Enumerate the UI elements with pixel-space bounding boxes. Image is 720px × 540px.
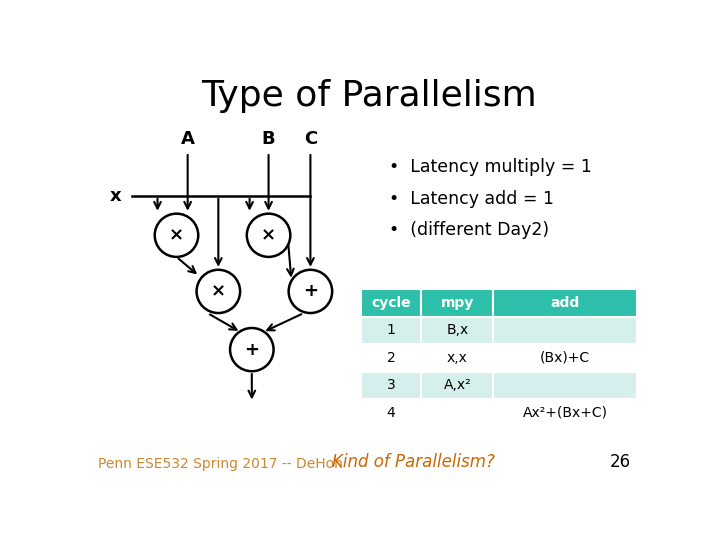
- FancyBboxPatch shape: [421, 344, 493, 372]
- Text: B: B: [262, 130, 275, 148]
- Text: A: A: [181, 130, 194, 148]
- Text: A,x²: A,x²: [444, 379, 471, 393]
- FancyBboxPatch shape: [361, 399, 421, 427]
- Text: •  Latency add = 1: • Latency add = 1: [389, 190, 554, 207]
- Text: ×: ×: [261, 226, 276, 244]
- Text: Penn ESE532 Spring 2017 -- DeHon: Penn ESE532 Spring 2017 -- DeHon: [99, 457, 343, 471]
- FancyBboxPatch shape: [493, 372, 637, 399]
- Text: 1: 1: [387, 323, 395, 338]
- Text: x,x: x,x: [447, 351, 468, 365]
- Text: 2: 2: [387, 351, 395, 365]
- Text: mpy: mpy: [441, 296, 474, 310]
- FancyBboxPatch shape: [493, 344, 637, 372]
- Text: 3: 3: [387, 379, 395, 393]
- Text: C: C: [304, 130, 317, 148]
- Text: •  (different Day2): • (different Day2): [389, 221, 549, 239]
- Text: Kind of Parallelism?: Kind of Parallelism?: [332, 454, 495, 471]
- FancyBboxPatch shape: [493, 289, 637, 317]
- FancyBboxPatch shape: [493, 317, 637, 344]
- FancyBboxPatch shape: [493, 399, 637, 427]
- FancyBboxPatch shape: [361, 289, 421, 317]
- Text: B,x: B,x: [446, 323, 469, 338]
- FancyBboxPatch shape: [421, 399, 493, 427]
- Text: ×: ×: [211, 282, 226, 300]
- Ellipse shape: [197, 270, 240, 313]
- FancyBboxPatch shape: [421, 289, 493, 317]
- Text: cycle: cycle: [372, 296, 411, 310]
- FancyBboxPatch shape: [361, 372, 421, 399]
- Ellipse shape: [289, 270, 332, 313]
- Text: add: add: [550, 296, 580, 310]
- Text: •  Latency multiply = 1: • Latency multiply = 1: [389, 158, 591, 177]
- FancyBboxPatch shape: [421, 372, 493, 399]
- Ellipse shape: [247, 214, 290, 257]
- Text: ×: ×: [169, 226, 184, 244]
- Text: Type of Parallelism: Type of Parallelism: [201, 79, 537, 113]
- Text: Ax²+(Bx+C): Ax²+(Bx+C): [523, 406, 608, 420]
- Text: (Bx)+C: (Bx)+C: [540, 351, 590, 365]
- FancyBboxPatch shape: [361, 317, 421, 344]
- Text: +: +: [244, 341, 259, 359]
- FancyBboxPatch shape: [421, 317, 493, 344]
- Ellipse shape: [155, 214, 198, 257]
- Ellipse shape: [230, 328, 274, 371]
- Text: 26: 26: [610, 454, 631, 471]
- Text: 4: 4: [387, 406, 395, 420]
- FancyBboxPatch shape: [361, 344, 421, 372]
- Text: +: +: [303, 282, 318, 300]
- Text: x: x: [109, 187, 121, 205]
